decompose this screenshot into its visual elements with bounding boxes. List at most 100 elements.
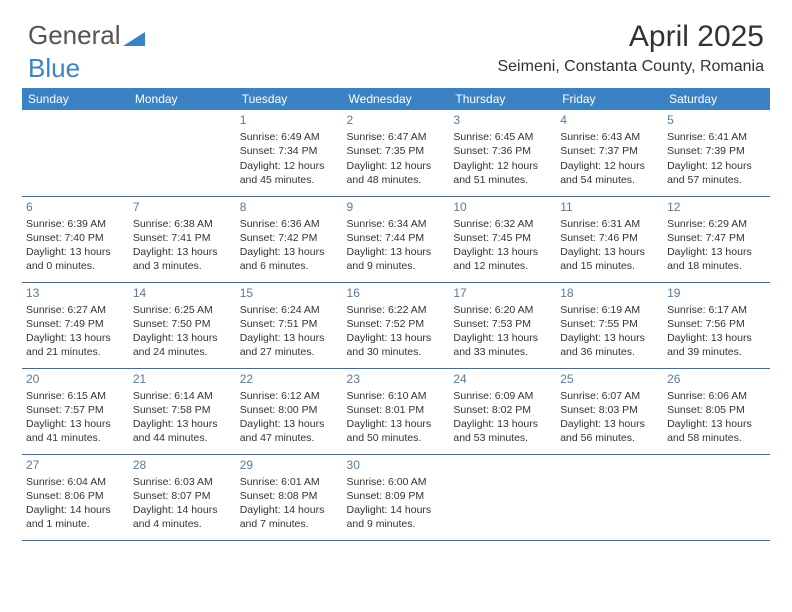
day-info: Sunrise: 6:24 AMSunset: 7:51 PMDaylight:… bbox=[240, 303, 339, 360]
calendar-week-row: 1 Sunrise: 6:49 AMSunset: 7:34 PMDaylight… bbox=[22, 110, 770, 196]
day-number: 9 bbox=[347, 199, 446, 215]
day-info: Sunrise: 6:36 AMSunset: 7:42 PMDaylight:… bbox=[240, 217, 339, 274]
day-info: Sunrise: 6:01 AMSunset: 8:08 PMDaylight:… bbox=[240, 475, 339, 532]
day-info: Sunrise: 6:00 AMSunset: 8:09 PMDaylight:… bbox=[347, 475, 446, 532]
calendar-table: Sunday Monday Tuesday Wednesday Thursday… bbox=[22, 88, 770, 541]
weekday-saturday: Saturday bbox=[663, 88, 770, 110]
day-number: 30 bbox=[347, 457, 446, 473]
calendar-cell bbox=[449, 454, 556, 540]
day-info: Sunrise: 6:47 AMSunset: 7:35 PMDaylight:… bbox=[347, 130, 446, 187]
calendar-cell bbox=[556, 454, 663, 540]
calendar-cell: 2Sunrise: 6:47 AMSunset: 7:35 PMDaylight… bbox=[343, 110, 450, 196]
calendar-cell: 29Sunrise: 6:01 AMSunset: 8:08 PMDayligh… bbox=[236, 454, 343, 540]
day-number: 12 bbox=[667, 199, 766, 215]
calendar-cell: 24 Sunrise: 6:09 AMSunset: 8:02 PMDayligh… bbox=[449, 368, 556, 454]
calendar-cell: 30 Sunrise: 6:00 AMSunset: 8:09 PMDayligh… bbox=[343, 454, 450, 540]
day-number: 24 bbox=[453, 371, 552, 387]
calendar-cell: 25Sunrise: 6:07 AMSunset: 8:03 PMDayligh… bbox=[556, 368, 663, 454]
day-info: Sunrise: 6:09 AMSunset: 8:02 PMDaylight:… bbox=[453, 389, 552, 446]
day-number: 7 bbox=[133, 199, 232, 215]
calendar-cell: 7 Sunrise: 6:38 AMSunset: 7:41 PMDaylight… bbox=[129, 196, 236, 282]
weekday-thursday: Thursday bbox=[449, 88, 556, 110]
day-number: 11 bbox=[560, 199, 659, 215]
calendar-cell: 6Sunrise: 6:39 AMSunset: 7:40 PMDaylight… bbox=[22, 196, 129, 282]
calendar-cell: 23Sunrise: 6:10 AMSunset: 8:01 PMDayligh… bbox=[343, 368, 450, 454]
day-number: 23 bbox=[347, 371, 446, 387]
day-info: Sunrise: 6:29 AMSunset: 7:47 PMDaylight:… bbox=[667, 217, 766, 274]
day-number: 20 bbox=[26, 371, 125, 387]
day-number: 25 bbox=[560, 371, 659, 387]
day-info: Sunrise: 6:49 AMSunset: 7:34 PMDaylight:… bbox=[240, 130, 339, 187]
calendar-cell: 3 Sunrise: 6:45 AMSunset: 7:36 PMDaylight… bbox=[449, 110, 556, 196]
calendar-week-row: 13 Sunrise: 6:27 AMSunset: 7:49 PMDayligh… bbox=[22, 282, 770, 368]
calendar-cell: 20 Sunrise: 6:15 AMSunset: 7:57 PMDayligh… bbox=[22, 368, 129, 454]
logo-text-blue: Blue bbox=[28, 53, 80, 83]
day-number: 15 bbox=[240, 285, 339, 301]
day-info: Sunrise: 6:41 AMSunset: 7:39 PMDaylight:… bbox=[667, 130, 766, 187]
day-info: Sunrise: 6:22 AMSunset: 7:52 PMDaylight:… bbox=[347, 303, 446, 360]
day-number: 19 bbox=[667, 285, 766, 301]
calendar-cell: 8 Sunrise: 6:36 AMSunset: 7:42 PMDaylight… bbox=[236, 196, 343, 282]
day-info: Sunrise: 6:12 AMSunset: 8:00 PMDaylight:… bbox=[240, 389, 339, 446]
calendar-cell: 11Sunrise: 6:31 AMSunset: 7:46 PMDayligh… bbox=[556, 196, 663, 282]
header-right: April 2025 Seimeni, Constanta County, Ro… bbox=[497, 20, 764, 76]
weekday-tuesday: Tuesday bbox=[236, 88, 343, 110]
calendar-cell: 21 Sunrise: 6:14 AMSunset: 7:58 PMDayligh… bbox=[129, 368, 236, 454]
day-info: Sunrise: 6:15 AMSunset: 7:57 PMDaylight:… bbox=[26, 389, 125, 446]
calendar-week-row: 20 Sunrise: 6:15 AMSunset: 7:57 PMDayligh… bbox=[22, 368, 770, 454]
calendar-cell: 14 Sunrise: 6:25 AMSunset: 7:50 PMDayligh… bbox=[129, 282, 236, 368]
day-info: Sunrise: 6:14 AMSunset: 7:58 PMDaylight:… bbox=[133, 389, 232, 446]
calendar-cell: 22 Sunrise: 6:12 AMSunset: 8:00 PMDayligh… bbox=[236, 368, 343, 454]
calendar-cell: 4 Sunrise: 6:43 AMSunset: 7:37 PMDaylight… bbox=[556, 110, 663, 196]
weekday-header-row: Sunday Monday Tuesday Wednesday Thursday… bbox=[22, 88, 770, 110]
day-info: Sunrise: 6:32 AMSunset: 7:45 PMDaylight:… bbox=[453, 217, 552, 274]
day-number: 8 bbox=[240, 199, 339, 215]
calendar-cell: 9 Sunrise: 6:34 AMSunset: 7:44 PMDaylight… bbox=[343, 196, 450, 282]
calendar-cell: 26 Sunrise: 6:06 AMSunset: 8:05 PMDayligh… bbox=[663, 368, 770, 454]
day-number: 14 bbox=[133, 285, 232, 301]
day-number: 16 bbox=[347, 285, 446, 301]
calendar-cell bbox=[129, 110, 236, 196]
day-info: Sunrise: 6:17 AMSunset: 7:56 PMDaylight:… bbox=[667, 303, 766, 360]
calendar-cell: 1 Sunrise: 6:49 AMSunset: 7:34 PMDaylight… bbox=[236, 110, 343, 196]
day-number: 4 bbox=[560, 112, 659, 128]
day-number: 13 bbox=[26, 285, 125, 301]
day-number: 1 bbox=[240, 112, 339, 128]
day-info: Sunrise: 6:43 AMSunset: 7:37 PMDaylight:… bbox=[560, 130, 659, 187]
day-number: 3 bbox=[453, 112, 552, 128]
weekday-friday: Friday bbox=[556, 88, 663, 110]
calendar-cell: 28 Sunrise: 6:03 AMSunset: 8:07 PMDayligh… bbox=[129, 454, 236, 540]
month-title: April 2025 bbox=[497, 20, 764, 54]
day-info: Sunrise: 6:27 AMSunset: 7:49 PMDaylight:… bbox=[26, 303, 125, 360]
calendar-cell bbox=[663, 454, 770, 540]
day-number: 22 bbox=[240, 371, 339, 387]
day-number: 26 bbox=[667, 371, 766, 387]
logo-triangle-icon bbox=[123, 22, 145, 53]
day-info: Sunrise: 6:19 AMSunset: 7:55 PMDaylight:… bbox=[560, 303, 659, 360]
day-info: Sunrise: 6:04 AMSunset: 8:06 PMDaylight:… bbox=[26, 475, 125, 532]
calendar-cell: 16 Sunrise: 6:22 AMSunset: 7:52 PMDayligh… bbox=[343, 282, 450, 368]
day-number: 17 bbox=[453, 285, 552, 301]
day-number: 21 bbox=[133, 371, 232, 387]
day-number: 28 bbox=[133, 457, 232, 473]
calendar-cell: 12 Sunrise: 6:29 AMSunset: 7:47 PMDayligh… bbox=[663, 196, 770, 282]
calendar-cell: 27 Sunrise: 6:04 AMSunset: 8:06 PMDayligh… bbox=[22, 454, 129, 540]
weekday-monday: Monday bbox=[129, 88, 236, 110]
calendar-cell: 17 Sunrise: 6:20 AMSunset: 7:53 PMDayligh… bbox=[449, 282, 556, 368]
day-info: Sunrise: 6:45 AMSunset: 7:36 PMDaylight:… bbox=[453, 130, 552, 187]
location-text: Seimeni, Constanta County, Romania bbox=[497, 58, 764, 76]
day-number: 27 bbox=[26, 457, 125, 473]
day-number: 10 bbox=[453, 199, 552, 215]
day-number: 18 bbox=[560, 285, 659, 301]
day-info: Sunrise: 6:06 AMSunset: 8:05 PMDaylight:… bbox=[667, 389, 766, 446]
day-number: 6 bbox=[26, 199, 125, 215]
calendar-week-row: 6Sunrise: 6:39 AMSunset: 7:40 PMDaylight… bbox=[22, 196, 770, 282]
weekday-sunday: Sunday bbox=[22, 88, 129, 110]
calendar-cell bbox=[22, 110, 129, 196]
day-info: Sunrise: 6:25 AMSunset: 7:50 PMDaylight:… bbox=[133, 303, 232, 360]
day-info: Sunrise: 6:03 AMSunset: 8:07 PMDaylight:… bbox=[133, 475, 232, 532]
day-info: Sunrise: 6:38 AMSunset: 7:41 PMDaylight:… bbox=[133, 217, 232, 274]
day-info: Sunrise: 6:20 AMSunset: 7:53 PMDaylight:… bbox=[453, 303, 552, 360]
calendar-week-row: 27 Sunrise: 6:04 AMSunset: 8:06 PMDayligh… bbox=[22, 454, 770, 540]
day-info: Sunrise: 6:34 AMSunset: 7:44 PMDaylight:… bbox=[347, 217, 446, 274]
